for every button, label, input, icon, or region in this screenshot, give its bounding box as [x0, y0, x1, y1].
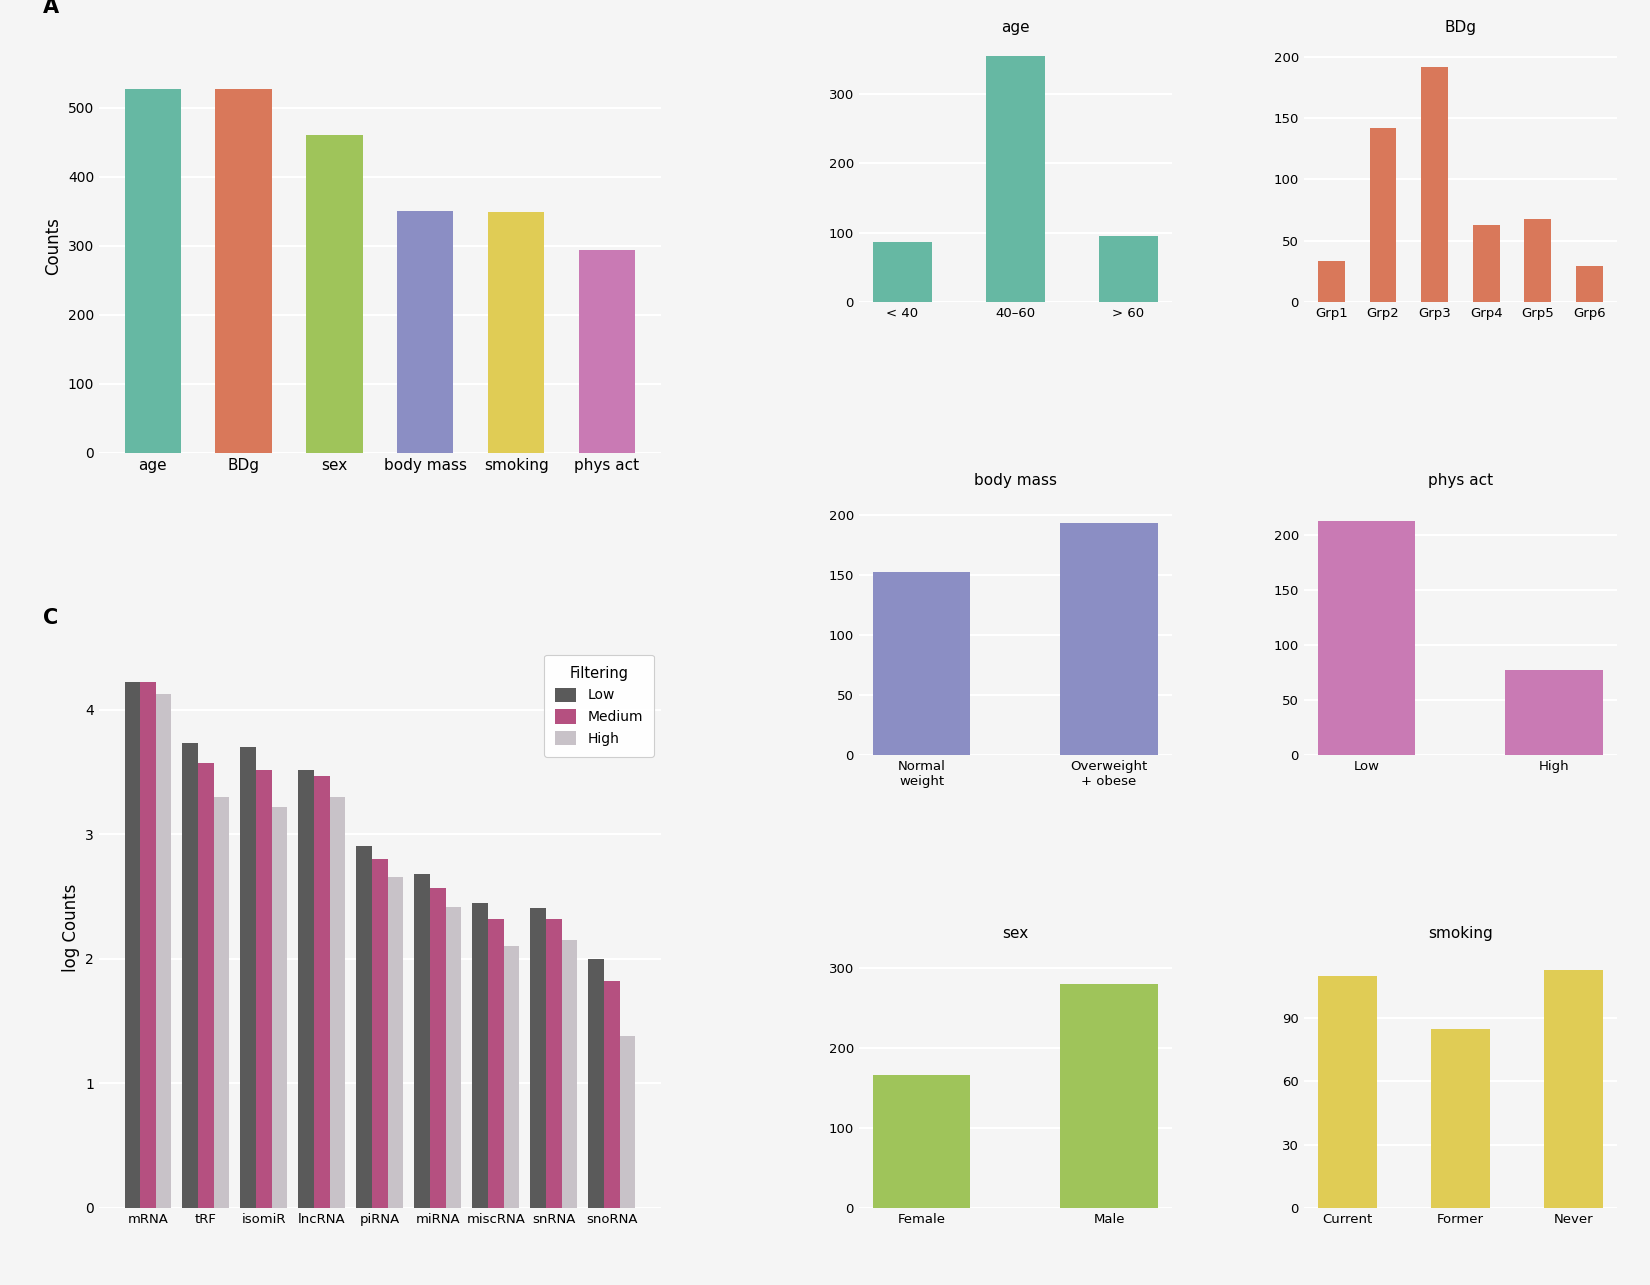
Bar [414, 874, 431, 1208]
Bar [1099, 236, 1158, 302]
Bar [472, 903, 488, 1208]
Bar [873, 242, 932, 302]
Bar [356, 846, 371, 1208]
Bar [503, 947, 520, 1208]
Bar [587, 959, 604, 1208]
Bar [1370, 128, 1396, 302]
Bar [446, 907, 462, 1208]
Bar [1318, 261, 1345, 302]
Title: sex: sex [1002, 925, 1028, 941]
Bar [1473, 225, 1500, 302]
Bar [216, 89, 272, 452]
Title: phys act: phys act [1427, 473, 1493, 487]
Bar [488, 212, 544, 452]
Text: C: C [43, 608, 58, 628]
Bar [1505, 671, 1602, 754]
Legend: Low, Medium, High: Low, Medium, High [544, 654, 653, 757]
Bar [1318, 522, 1416, 754]
Bar [198, 763, 214, 1208]
Bar [1318, 977, 1376, 1208]
Bar [272, 807, 287, 1208]
Bar [873, 572, 970, 754]
Bar [431, 888, 446, 1208]
Y-axis label: Counts: Counts [45, 217, 63, 275]
Bar [873, 1074, 970, 1208]
Title: smoking: smoking [1427, 925, 1493, 941]
Bar [371, 860, 388, 1208]
Bar [398, 211, 454, 452]
Bar [579, 251, 635, 452]
Bar [1421, 67, 1449, 302]
Title: body mass: body mass [974, 473, 1058, 487]
Bar [330, 797, 345, 1208]
Bar [1525, 218, 1551, 302]
Bar [155, 694, 172, 1208]
Bar [604, 982, 619, 1208]
Bar [307, 135, 363, 452]
Bar [214, 797, 229, 1208]
Bar [140, 682, 155, 1208]
Bar [241, 747, 256, 1208]
Bar [388, 876, 403, 1208]
Bar [1544, 970, 1602, 1208]
Bar [299, 770, 314, 1208]
Bar [256, 770, 272, 1208]
Bar [561, 941, 577, 1208]
Bar [1061, 984, 1158, 1208]
Title: BDg: BDg [1444, 19, 1477, 35]
Title: age: age [1002, 19, 1030, 35]
Bar [1576, 266, 1602, 302]
Bar [1061, 523, 1158, 754]
Text: A: A [43, 0, 59, 17]
Bar [987, 55, 1044, 302]
Bar [124, 89, 182, 452]
Bar [488, 919, 503, 1208]
Bar [530, 907, 546, 1208]
Bar [183, 744, 198, 1208]
Bar [124, 682, 140, 1208]
Bar [546, 919, 561, 1208]
Bar [314, 776, 330, 1208]
Bar [619, 1036, 635, 1208]
Y-axis label: log Counts: log Counts [61, 884, 79, 971]
Bar [1431, 1029, 1490, 1208]
